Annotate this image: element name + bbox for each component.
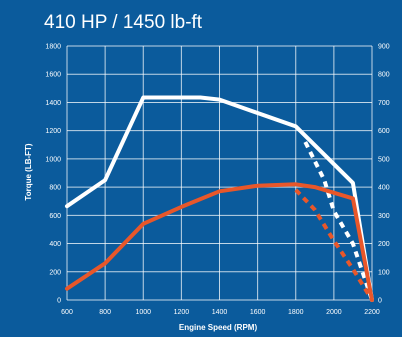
x-tick-label: 1800	[288, 309, 304, 316]
y-tick-label: 0	[57, 298, 61, 305]
y-tick-label: 1000	[45, 156, 61, 163]
y-tick-label: 1400	[45, 100, 61, 107]
y2-tick-label: 0	[378, 298, 382, 305]
y-tick-label: 1200	[45, 128, 61, 135]
y2-tick-label: 600	[378, 128, 390, 135]
y2-tick-label: 200	[378, 241, 390, 248]
series-line-torque	[65, 95, 374, 302]
tick-labels: 600 800 1000 1200 1400 1600 1800 2000 2200020040…	[45, 44, 389, 317]
y2-tick-label: 300	[378, 213, 390, 220]
x-tick-label: 2000	[326, 309, 342, 316]
x-tick-label: 1200	[174, 309, 190, 316]
y2-tick-label: 800	[378, 72, 390, 79]
x-tick-label: 1000	[135, 309, 151, 316]
x-tick-label: 1600	[250, 309, 266, 316]
x-tick-label: 800	[99, 309, 111, 316]
x-tick-label: 600	[61, 309, 73, 316]
series-line-power	[65, 182, 374, 302]
y-tick-label: 200	[49, 269, 61, 276]
series-layer	[65, 95, 374, 302]
y2-tick-label: 500	[378, 156, 390, 163]
y-tick-label: 600	[49, 213, 61, 220]
grid	[66, 45, 373, 301]
series-line-torque_governed	[303, 141, 374, 301]
y2-tick-label: 900	[378, 44, 390, 51]
x-tick-label: 2200	[364, 309, 380, 316]
x-tick-label: 1400	[212, 309, 228, 316]
y-tick-label: 1800	[45, 44, 61, 51]
y-tick-label: 1600	[45, 72, 61, 79]
y-tick-label: 800	[49, 185, 61, 192]
y-axis-label: Torque (LB-FT)	[24, 143, 33, 201]
series-line-power_governed	[294, 188, 374, 302]
chart-title: 410 HP / 1450 lb-ft	[44, 12, 203, 33]
y2-tick-label: 100	[378, 269, 390, 276]
y2-tick-label: 400	[378, 185, 390, 192]
x-axis-label: Engine Speed (RPM)	[179, 323, 258, 332]
y2-tick-label: 700	[378, 100, 390, 107]
y-tick-label: 400	[49, 241, 61, 248]
